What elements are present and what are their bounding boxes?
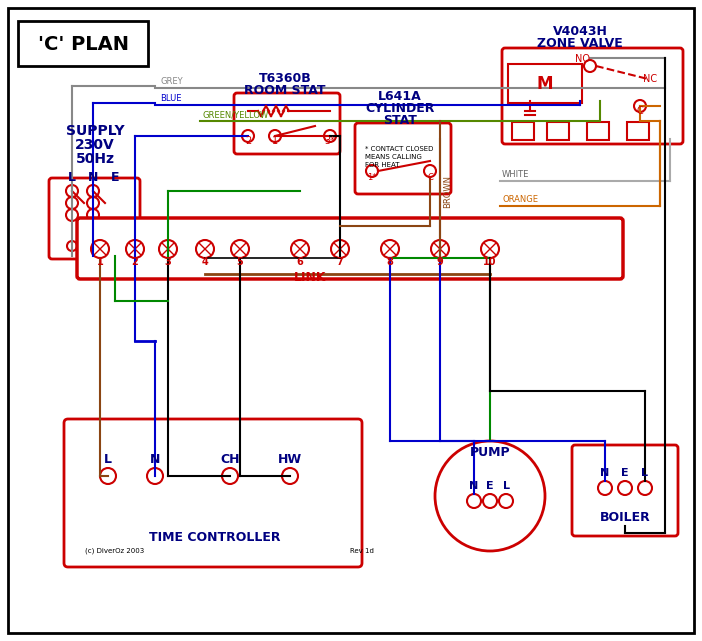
Text: L641A: L641A <box>378 90 422 103</box>
Text: 7: 7 <box>337 257 343 267</box>
Text: SUPPLY: SUPPLY <box>66 124 124 138</box>
Text: MEANS CALLING: MEANS CALLING <box>365 154 422 160</box>
Text: 1*: 1* <box>367 173 377 182</box>
FancyBboxPatch shape <box>627 122 649 140</box>
Text: 5: 5 <box>237 257 244 267</box>
Text: WHITE: WHITE <box>502 170 529 179</box>
Text: * CONTACT CLOSED: * CONTACT CLOSED <box>365 146 433 152</box>
FancyBboxPatch shape <box>355 123 451 194</box>
Text: CH: CH <box>220 453 240 466</box>
Text: LINK: LINK <box>293 271 326 284</box>
Text: 2: 2 <box>132 257 138 267</box>
Text: Rev 1d: Rev 1d <box>350 548 374 554</box>
Text: 2: 2 <box>245 136 251 146</box>
Text: 1: 1 <box>97 257 103 267</box>
Text: N: N <box>88 171 98 183</box>
FancyBboxPatch shape <box>234 93 340 154</box>
FancyBboxPatch shape <box>572 445 678 536</box>
Text: E: E <box>111 171 119 183</box>
Text: 3*: 3* <box>324 136 336 146</box>
Text: NO: NO <box>576 54 590 64</box>
FancyBboxPatch shape <box>547 122 569 140</box>
Text: GREY: GREY <box>160 77 183 86</box>
Text: ZONE VALVE: ZONE VALVE <box>537 37 623 49</box>
Text: ORANGE: ORANGE <box>502 195 538 204</box>
Text: 4: 4 <box>201 257 208 267</box>
Text: 230V: 230V <box>75 138 115 152</box>
Text: L: L <box>104 453 112 466</box>
Text: STAT: STAT <box>383 113 417 126</box>
Text: N: N <box>470 481 479 491</box>
FancyBboxPatch shape <box>64 419 362 567</box>
Text: BLUE: BLUE <box>160 94 182 103</box>
Text: E: E <box>486 481 494 491</box>
Text: V4043H: V4043H <box>552 24 607 38</box>
Text: HW: HW <box>278 453 302 466</box>
FancyBboxPatch shape <box>587 122 609 140</box>
Text: C: C <box>427 173 433 182</box>
Text: ROOM STAT: ROOM STAT <box>244 83 326 97</box>
Text: 10: 10 <box>483 257 497 267</box>
Text: 3: 3 <box>165 257 171 267</box>
Text: L: L <box>642 468 649 478</box>
Text: BROWN: BROWN <box>443 175 452 208</box>
Text: NC: NC <box>643 74 657 84</box>
Text: CYLINDER: CYLINDER <box>365 101 435 115</box>
Text: N: N <box>150 453 160 466</box>
Text: E: E <box>621 468 629 478</box>
FancyBboxPatch shape <box>49 178 140 259</box>
FancyBboxPatch shape <box>8 8 694 633</box>
Text: TIME CONTROLLER: TIME CONTROLLER <box>150 531 281 544</box>
Text: 8: 8 <box>387 257 393 267</box>
Text: PUMP: PUMP <box>470 446 510 459</box>
Text: 1: 1 <box>272 136 278 146</box>
Text: (c) DiverOz 2003: (c) DiverOz 2003 <box>85 548 144 554</box>
Text: N: N <box>600 468 609 478</box>
Text: 6: 6 <box>297 257 303 267</box>
FancyBboxPatch shape <box>508 64 582 103</box>
FancyBboxPatch shape <box>512 122 534 140</box>
Text: FOR HEAT: FOR HEAT <box>365 162 399 168</box>
Text: T6360B: T6360B <box>258 72 312 85</box>
Text: 9: 9 <box>437 257 444 267</box>
FancyBboxPatch shape <box>18 21 148 66</box>
Text: M: M <box>537 75 553 93</box>
Text: L: L <box>503 481 510 491</box>
Text: GREEN/YELLOW: GREEN/YELLOW <box>202 110 268 119</box>
Text: L: L <box>68 171 76 183</box>
Text: BOILER: BOILER <box>600 511 650 524</box>
FancyBboxPatch shape <box>502 48 683 144</box>
Text: 'C' PLAN: 'C' PLAN <box>37 35 128 53</box>
Text: 50Hz: 50Hz <box>76 152 114 166</box>
Text: C: C <box>637 106 643 116</box>
FancyBboxPatch shape <box>77 218 623 279</box>
